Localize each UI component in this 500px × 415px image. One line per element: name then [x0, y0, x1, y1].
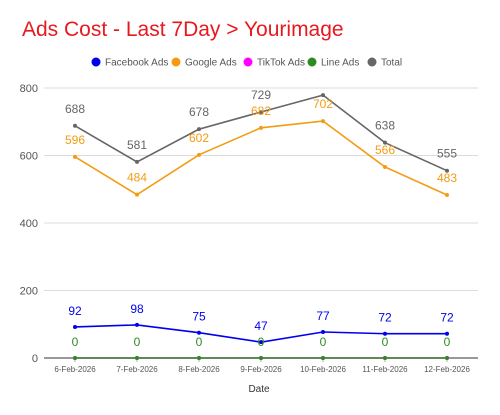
- data-point: [135, 356, 139, 360]
- data-point: [197, 330, 201, 335]
- legend-marker: [171, 57, 181, 67]
- legend-label: Total: [381, 58, 402, 69]
- data-label: 0: [320, 335, 327, 349]
- data-point: [383, 140, 387, 145]
- data-point: [445, 331, 449, 336]
- data-label: 75: [192, 310, 206, 324]
- legend-marker: [367, 57, 377, 67]
- data-point: [73, 356, 77, 360]
- data-point: [321, 119, 325, 124]
- data-label: 702: [313, 97, 333, 111]
- data-point: [321, 93, 325, 98]
- data-label: 678: [189, 105, 209, 119]
- data-label: 484: [127, 171, 147, 185]
- data-label: 0: [382, 335, 389, 349]
- data-point: [445, 192, 449, 197]
- legend-marker: [91, 57, 101, 67]
- data-point: [135, 159, 139, 164]
- data-point: [197, 356, 201, 360]
- data-label: 77: [316, 309, 330, 323]
- data-point: [73, 123, 77, 128]
- data-point: [383, 331, 387, 336]
- data-label: 0: [196, 335, 203, 349]
- legend-label: TikTok Ads: [257, 58, 305, 69]
- y-tick-label: 600: [20, 151, 38, 163]
- data-point: [135, 192, 139, 197]
- data-label: 596: [65, 133, 85, 147]
- y-tick-label: 0: [32, 353, 38, 365]
- data-label: 0: [258, 335, 265, 349]
- data-label: 98: [130, 302, 144, 316]
- data-label: 581: [127, 138, 147, 152]
- x-tick-label: 11-Feb-2026: [362, 365, 408, 374]
- data-point: [259, 125, 263, 130]
- data-point: [197, 127, 201, 132]
- data-point: [197, 152, 201, 157]
- data-label: 638: [375, 119, 395, 133]
- data-label: 0: [444, 335, 451, 349]
- data-label: 566: [375, 143, 395, 157]
- data-point: [73, 154, 77, 159]
- x-tick-label: 7-Feb-2026: [116, 365, 158, 374]
- data-point: [445, 356, 449, 360]
- data-label: 72: [440, 311, 454, 325]
- data-label: 0: [134, 335, 141, 349]
- data-point: [73, 324, 77, 329]
- x-tick-label: 6-Feb-2026: [54, 365, 96, 374]
- data-label: 47: [254, 319, 268, 333]
- legend-marker: [307, 57, 317, 67]
- data-label: 729: [251, 88, 271, 102]
- data-label: 688: [65, 102, 85, 116]
- legend-label: Google Ads: [185, 58, 237, 69]
- x-tick-label: 12-Feb-2026: [424, 365, 470, 374]
- x-tick-label: 9-Feb-2026: [240, 365, 282, 374]
- data-point: [321, 356, 325, 360]
- data-label: 0: [72, 335, 79, 349]
- data-point: [445, 168, 449, 173]
- data-point: [321, 330, 325, 335]
- x-axis-title: Date: [248, 384, 270, 395]
- data-label: 555: [437, 147, 457, 161]
- x-tick-label: 8-Feb-2026: [178, 365, 220, 374]
- data-point: [259, 340, 263, 345]
- data-label: 602: [189, 131, 209, 145]
- data-point: [383, 164, 387, 169]
- data-point: [259, 109, 263, 114]
- data-label: 682: [251, 104, 271, 118]
- data-point: [259, 356, 263, 360]
- data-label: 483: [437, 171, 457, 185]
- y-tick-label: 400: [20, 218, 38, 230]
- x-tick-label: 10-Feb-2026: [300, 365, 346, 374]
- legend-label: Line Ads: [321, 58, 359, 69]
- data-label: 92: [68, 304, 82, 318]
- data-point: [135, 322, 139, 327]
- legend-marker: [243, 57, 253, 67]
- data-label: 72: [378, 311, 392, 325]
- data-point: [383, 356, 387, 360]
- chart-title: Ads Cost - Last 7Day > Yourimage: [22, 18, 344, 41]
- y-tick-label: 200: [20, 286, 38, 298]
- legend-label: Facebook Ads: [105, 58, 168, 69]
- y-tick-label: 800: [20, 83, 38, 95]
